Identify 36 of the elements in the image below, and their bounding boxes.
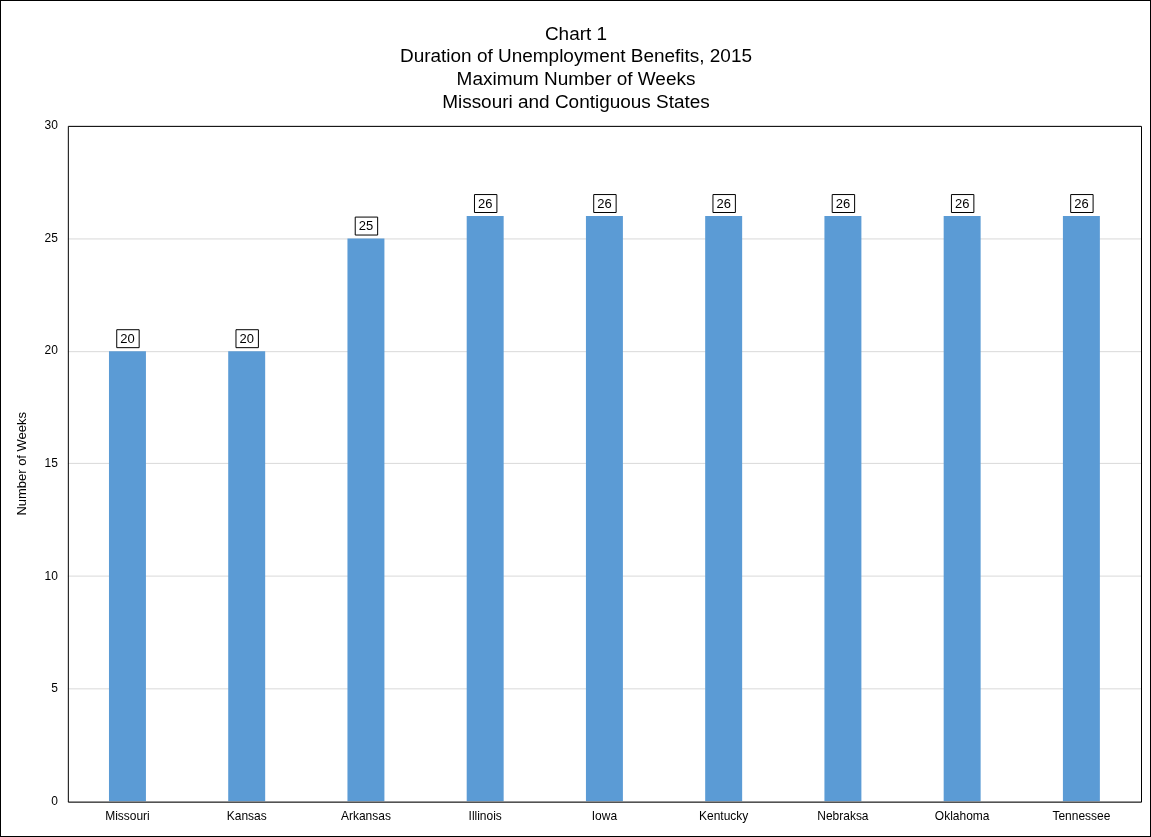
x-tick-label: Kansas: [226, 809, 267, 824]
chart-title: Chart 1 Duration of Unemployment Benefits, 2015 Maximum Number of Weeks Missouri and Contiguous States: [400, 22, 752, 112]
y-tick-label: 15: [44, 456, 59, 471]
data-label: 20: [239, 330, 254, 346]
bar: [1062, 216, 1100, 802]
y-tick-label: 5: [51, 681, 59, 696]
bar: [705, 216, 743, 802]
y-axis-title: Number of Weeks: [14, 411, 30, 516]
data-label: 26: [954, 195, 970, 211]
y-tick-label: 20: [44, 343, 59, 358]
data-label: 26: [835, 195, 851, 211]
data-label: 20: [120, 330, 135, 346]
x-tick-label: Tennessee: [1052, 809, 1111, 824]
data-label: 26: [477, 195, 493, 211]
bar: [108, 351, 146, 802]
bar: [228, 351, 266, 802]
x-tick-label: Iowa: [591, 809, 618, 824]
data-label: 26: [597, 195, 612, 211]
bar: [943, 216, 981, 802]
y-tick-label: 25: [44, 230, 59, 245]
x-tick-label: Illinois: [468, 809, 502, 824]
y-tick-label: 30: [44, 118, 59, 133]
data-label: 25: [358, 218, 374, 234]
x-tick-label: Oklahoma: [934, 809, 990, 824]
y-tick-label: 10: [44, 568, 59, 583]
x-tick-label: Arkansas: [340, 809, 391, 824]
x-tick-label: Nebraksa: [817, 809, 869, 824]
data-label: 26: [1074, 195, 1089, 211]
bar: [585, 216, 623, 802]
bar: [347, 238, 385, 802]
x-tick-label: Kentucky: [699, 809, 749, 824]
bar: [466, 216, 504, 802]
bar: [824, 216, 862, 802]
y-tick-label: 0: [51, 793, 59, 808]
x-tick-label: Missouri: [105, 809, 150, 824]
data-label: 26: [716, 195, 731, 211]
